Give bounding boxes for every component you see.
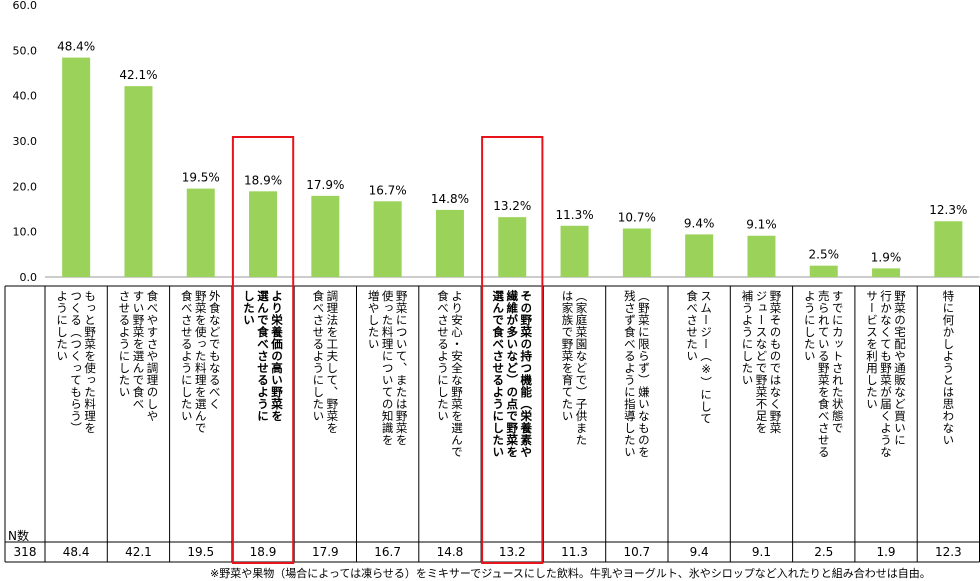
category-label: （家庭菜園などで）子供また は家族で野菜を育てたい — [560, 290, 589, 446]
table-value-cell: 1.9 — [876, 545, 896, 559]
category-label: より栄養価の高い野菜を 選んで食べさせるように したい — [242, 290, 285, 422]
bar — [186, 188, 215, 277]
table-value-cell: 18.9 — [249, 545, 277, 559]
category-label: （野菜に限らず）嫌いなものを 残さず食べるように指導したい — [622, 290, 651, 458]
n-count-label: N数 — [8, 529, 29, 543]
table-value-cell: 19.5 — [187, 545, 215, 559]
bar-value-label: 19.5% — [182, 171, 220, 185]
bar — [435, 209, 464, 277]
bar-value-label: 1.9% — [871, 250, 902, 264]
table-value-cell: 13.2 — [498, 545, 526, 559]
bar — [872, 268, 901, 277]
bar — [685, 234, 714, 277]
bar — [560, 225, 589, 277]
y-tick-label: 50.0 — [13, 44, 38, 57]
table-value-cell: 12.3 — [934, 545, 962, 559]
table-value-cell: 11.3 — [561, 545, 588, 559]
bar-value-label: 18.9% — [244, 173, 282, 187]
y-tick-label: 30.0 — [13, 135, 38, 148]
table-value-cell: 9.1 — [751, 545, 771, 559]
bar-value-label: 2.5% — [809, 248, 840, 262]
bar-value-label: 42.1% — [119, 68, 157, 82]
bar-value-label: 12.3% — [929, 203, 967, 217]
category-label: 外食などでもなるべく 野菜を使った料理を選んで 食べさせるようにしたい — [179, 290, 222, 434]
bar — [747, 235, 776, 277]
bar-value-label: 14.8% — [431, 192, 469, 206]
y-tick-label: 20.0 — [13, 180, 38, 193]
table-value-cell: 10.7 — [623, 545, 651, 559]
bar — [622, 228, 651, 277]
footnote: ※野菜や果物（場合によっては凍らせる）をミキサーでジュースにした飲料。牛乳やヨー… — [210, 567, 931, 580]
y-tick-label: 0.0 — [20, 271, 38, 284]
bar — [809, 265, 838, 277]
table-value-cell: 16.7 — [374, 545, 401, 559]
bar-value-label: 48.4% — [57, 40, 95, 54]
category-label: その野菜の持つ機能（栄養素や 繊維が多いなど）の点で野菜を 選んで食べさせるよう… — [491, 290, 534, 458]
bar-value-label: 9.1% — [746, 218, 777, 232]
bar — [124, 86, 153, 277]
bar — [498, 217, 527, 277]
category-label: 特に何かしようとは思わない — [941, 290, 956, 446]
bar — [62, 57, 91, 277]
bar — [934, 221, 963, 277]
n-count-value: 318 — [13, 545, 37, 559]
bar-value-label: 10.7% — [618, 210, 656, 224]
bar-value-label: 17.9% — [306, 178, 344, 192]
bar — [373, 201, 402, 277]
y-tick-label: 40.0 — [13, 90, 38, 103]
bar-value-label: 11.3% — [555, 208, 593, 222]
category-label: 食べやすさや調理のしや すい野菜を選んで食べ させるようにしたい — [117, 290, 160, 422]
highlight-box — [231, 136, 295, 564]
bar-value-label: 13.2% — [493, 199, 531, 213]
table-value-cell: 9.4 — [689, 545, 709, 559]
category-label: もっと野菜を使った料理を つくる（つくってもらう） ようにしたい — [55, 290, 98, 434]
category-label: すでにカットされた状態で 売られている野菜を食べさせる ようにしたい — [802, 290, 845, 458]
highlight-box — [481, 136, 544, 564]
bar-value-label: 9.4% — [684, 216, 715, 230]
table-value-cell: 2.5 — [814, 545, 834, 559]
category-label: 野菜について、または野菜を 使った料理についての知識を 増やしたい — [366, 290, 409, 446]
y-tick-label: 10.0 — [13, 226, 38, 239]
table-value-cell: 17.9 — [311, 545, 339, 559]
table-value-cell: 42.1 — [125, 545, 152, 559]
category-label: より安心・安全な野菜を選んで 食べさせるようにしたい — [435, 290, 464, 458]
category-label: 野菜そのものではなく野菜 ジュースなどで野菜不足を 補うようにしたい — [740, 290, 783, 434]
category-label: スムージー（※）にして 食べさせたい — [685, 290, 714, 425]
table-value-cell: 14.8 — [436, 545, 464, 559]
table-value-cell: 48.4 — [62, 545, 90, 559]
bar-value-label: 16.7% — [369, 183, 407, 197]
category-label: 調理法を工夫して、野菜を 食べさせるようにしたい — [311, 290, 340, 434]
bar — [249, 191, 278, 277]
category-label: 野菜の宅配や通販など買いに 行かなくても野菜が届くような サービスを利用したい — [865, 290, 908, 458]
bar — [311, 195, 340, 277]
y-tick-label: 60.0 — [13, 0, 38, 12]
